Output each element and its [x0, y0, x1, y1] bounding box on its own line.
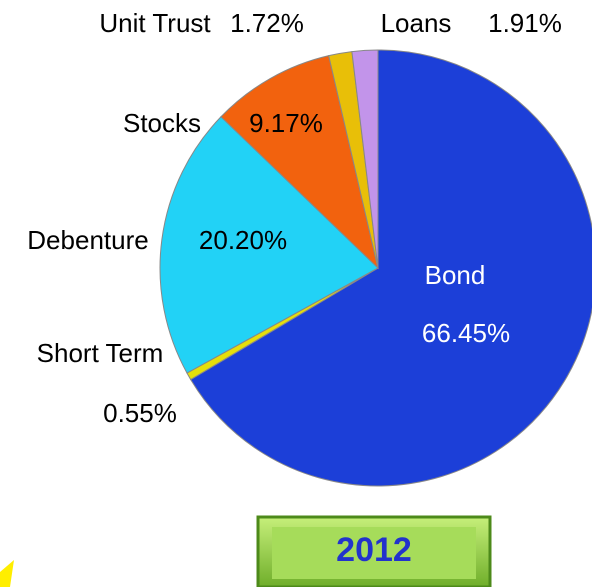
slice-name: Stocks	[123, 108, 201, 138]
slice-name: Unit Trust	[99, 8, 211, 38]
slice-value-label: 0.55%	[103, 398, 177, 428]
slice-name: Debenture	[27, 225, 148, 255]
year-box-inner	[272, 527, 476, 579]
chart-title: 2012	[336, 531, 412, 569]
slice-name: Bond	[425, 260, 486, 290]
pie	[159, 49, 592, 487]
pie-slice	[220, 55, 379, 270]
labels: Bond 66.45% Short Term 0.55% Debenture 20.20%…	[27, 8, 562, 428]
slice-value-label: 1.91%	[488, 8, 562, 38]
slice-name: Loans	[381, 8, 452, 38]
pie-slice	[190, 49, 592, 487]
arrow-decoration	[0, 560, 14, 587]
pie-slice	[351, 49, 379, 269]
slice-value-label: 9.17%	[249, 108, 323, 138]
slice-value-label: 1.72%	[230, 8, 304, 38]
slice-value-label: 66.45%	[422, 318, 510, 348]
slice-name: Short Term	[37, 338, 164, 368]
slice-value-label: 20.20%	[199, 225, 287, 255]
pie-slice	[159, 116, 379, 374]
